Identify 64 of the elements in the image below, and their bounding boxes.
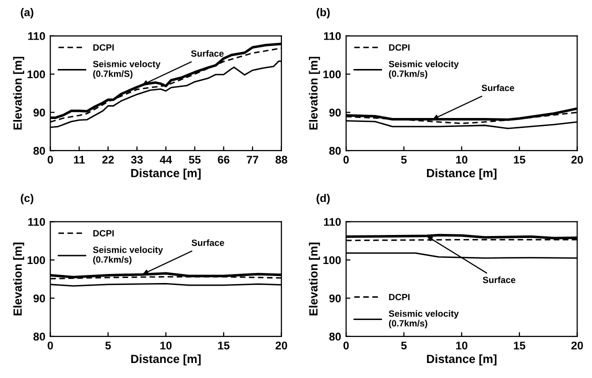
y-tick-label: 110: [28, 218, 46, 226]
chart-title: (d): [316, 194, 330, 204]
x-tick-label: 88: [276, 156, 288, 164]
legend-label: Seismic velocity (0.7km/s): [388, 310, 459, 328]
y-tick-label: 90: [33, 294, 46, 302]
y-tick-label: 90: [329, 108, 341, 117]
y-tick-label: 80: [329, 332, 341, 341]
annotation: Surface: [191, 50, 224, 57]
x-tick-label: 20: [276, 342, 288, 350]
y-axis-title: Elevation [m]: [13, 56, 24, 130]
x-tick-label: 22: [102, 156, 114, 164]
x-axis-title: Distance [m]: [131, 168, 201, 180]
x-tick-label: 66: [218, 156, 230, 164]
y-axis-title: Elevation [m]: [308, 56, 320, 130]
y-tick-label: 90: [329, 294, 341, 302]
legend-label: DCPI: [93, 230, 114, 236]
legend-label: DCPI: [389, 294, 410, 300]
chart-title: (c): [20, 194, 34, 204]
x-tick-label: 0: [343, 342, 349, 350]
x-tick-label: 5: [401, 342, 407, 350]
y-axis-title: Elevation [m]: [308, 242, 320, 316]
y-tick-label: 80: [329, 146, 341, 155]
x-tick-label: 55: [188, 156, 201, 164]
x-tick-label: 0: [48, 156, 53, 164]
chart-title: (b): [316, 8, 330, 18]
y-tick-label: 110: [28, 32, 46, 40]
x-tick-label: 44: [160, 156, 172, 164]
x-tick-label: 5: [401, 156, 407, 164]
y-tick-label: 80: [33, 146, 46, 155]
legend-label: Seismic velocity (0.7km/s): [93, 246, 163, 265]
x-tick-label: 77: [246, 156, 258, 164]
x-tick-label: 20: [571, 156, 583, 164]
annotation: Surface: [482, 276, 516, 284]
x-axis-title: Distance [m]: [131, 354, 201, 366]
x-tick-label: 10: [456, 342, 468, 350]
annotation: Surface: [192, 239, 224, 246]
x-tick-label: 33: [131, 156, 143, 164]
x-tick-label: 20: [571, 342, 583, 350]
y-tick-label: 100: [28, 70, 46, 78]
x-tick-label: 10: [160, 342, 172, 350]
x-tick-label: 15: [218, 342, 230, 350]
y-tick-label: 100: [323, 70, 341, 78]
y-tick-label: 80: [33, 332, 46, 341]
x-tick-label: 5: [105, 342, 111, 350]
annotation: Surface: [482, 84, 514, 92]
y-tick-label: 90: [33, 108, 46, 117]
y-tick-label: 100: [28, 256, 46, 264]
legend-label: Seismic velocty (0.7km/S): [93, 60, 160, 79]
legend-label: DCPI: [389, 44, 410, 51]
x-axis-title: Distance [m]: [427, 168, 496, 180]
x-tick-label: 10: [456, 156, 468, 164]
legend-label: DCPI: [93, 44, 114, 51]
x-tick-label: 0: [343, 156, 349, 164]
y-tick-label: 100: [323, 256, 341, 264]
x-axis-title: Distance [m]: [427, 354, 496, 366]
x-tick-label: 15: [514, 342, 526, 350]
y-tick-label: 110: [324, 218, 341, 226]
chart-title: (a): [20, 8, 34, 18]
x-tick-label: 0: [48, 342, 53, 350]
y-tick-label: 110: [324, 32, 341, 40]
y-axis-title: Elevation [m]: [13, 242, 24, 316]
x-tick-label: 11: [74, 156, 85, 164]
legend-label: Seismic velocity (0.7km/s): [388, 60, 459, 79]
x-tick-label: 15: [514, 156, 526, 164]
